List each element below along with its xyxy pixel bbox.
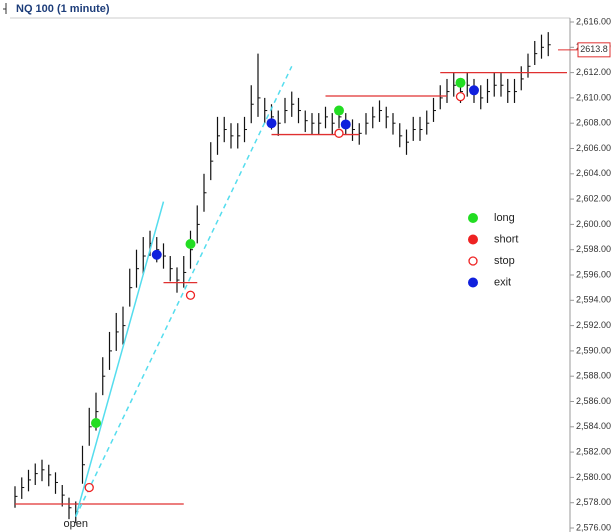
legend-marker	[468, 213, 478, 223]
chart-title: NQ 100 (1 minute)	[16, 3, 110, 15]
legend-marker	[468, 234, 478, 245]
y-tick-label: 2,596.00	[576, 269, 611, 279]
legend-label: long	[494, 212, 515, 224]
signal-marker	[151, 249, 162, 260]
legend-marker	[468, 277, 478, 288]
y-tick-label: 2,582.00	[576, 446, 611, 456]
signal-marker	[334, 105, 344, 116]
signal-marker	[455, 91, 466, 102]
y-tick-label: 2,592.00	[576, 320, 611, 330]
y-tick-label: 2,598.00	[576, 244, 611, 254]
y-tick-label: 2,586.00	[576, 396, 611, 406]
y-tick-label: 2,578.00	[576, 497, 611, 507]
signal-marker	[340, 119, 351, 130]
y-tick-label: 2,590.00	[576, 345, 611, 355]
y-tick-label: 2,610.00	[576, 92, 611, 102]
trendline	[75, 65, 293, 517]
signal-marker	[334, 128, 344, 138]
y-tick-label: 2,608.00	[576, 118, 611, 128]
signal-marker	[84, 482, 94, 493]
legend-label: stop	[494, 255, 515, 267]
y-tick-label: 2,602.00	[576, 193, 611, 203]
signal-marker	[469, 85, 479, 96]
y-tick-label: 2,580.00	[576, 472, 611, 482]
legend-label: exit	[494, 276, 511, 288]
y-tick-label: 2,606.00	[576, 143, 611, 153]
last-price-box	[577, 42, 611, 58]
trendline	[75, 201, 165, 517]
y-tick-label: 2,594.00	[576, 295, 611, 305]
y-tick-label: 2,600.00	[576, 219, 611, 229]
signal-marker	[266, 118, 277, 129]
y-tick-label: 2,576.00	[576, 522, 611, 532]
y-tick-label: 2,604.00	[576, 168, 611, 178]
y-tick-label: 2,584.00	[576, 421, 611, 431]
signal-marker	[91, 418, 101, 429]
legend-marker	[468, 256, 478, 266]
legend-label: short	[494, 233, 518, 245]
annotation: open	[64, 518, 88, 530]
y-tick-label: 2,588.00	[576, 371, 611, 381]
signal-marker	[185, 290, 196, 300]
y-tick-label: 2,616.00	[576, 16, 611, 26]
last-price-label: 2613.8	[580, 44, 608, 54]
y-tick-label: 2,612.00	[576, 67, 611, 77]
signal-marker	[455, 77, 466, 88]
signal-marker	[185, 239, 196, 250]
